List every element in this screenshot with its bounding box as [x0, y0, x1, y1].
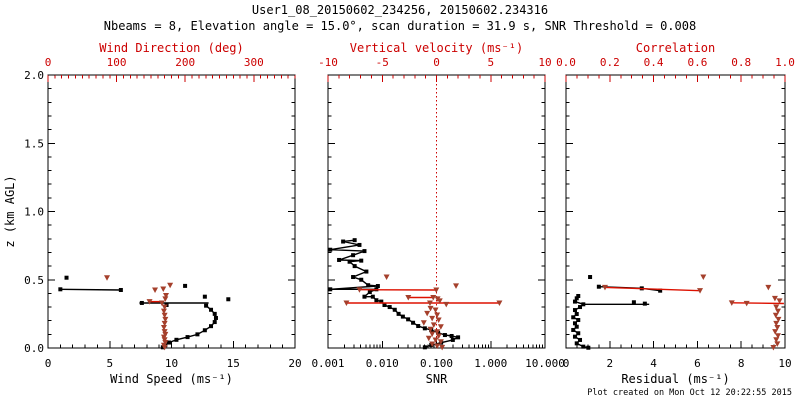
- svg-text:0: 0: [563, 357, 570, 370]
- svg-text:15: 15: [227, 357, 240, 370]
- svg-text:1.5: 1.5: [24, 137, 44, 150]
- svg-text:1.0: 1.0: [24, 206, 44, 219]
- svg-text:100: 100: [107, 56, 127, 69]
- svg-text:Correlation: Correlation: [636, 41, 715, 55]
- vertical-velocity-series: [343, 274, 503, 351]
- svg-text:Residual (ms⁻¹): Residual (ms⁻¹): [621, 372, 729, 386]
- svg-text:0: 0: [45, 56, 52, 69]
- svg-text:10.000: 10.000: [525, 357, 565, 370]
- snr-panel-axes: 0.001 0.010 0.100 1.000 10.000 SNR -10 -5 0 5 10 Ve…: [311, 41, 564, 386]
- svg-text:10: 10: [778, 357, 791, 370]
- svg-text:0: 0: [45, 357, 52, 370]
- svg-text:0.6: 0.6: [687, 56, 707, 69]
- svg-text:10: 10: [538, 56, 551, 69]
- residual-series: [571, 275, 663, 350]
- svg-text:0.010: 0.010: [366, 357, 399, 370]
- svg-text:Wind Direction (deg): Wind Direction (deg): [99, 41, 244, 55]
- svg-text:5: 5: [487, 56, 494, 69]
- wind-direction-series: [104, 275, 174, 351]
- svg-text:1.000: 1.000: [474, 357, 507, 370]
- svg-text:0.4: 0.4: [644, 56, 664, 69]
- svg-text:0.2: 0.2: [600, 56, 620, 69]
- svg-text:0.100: 0.100: [420, 357, 453, 370]
- plot-created-timestamp: Plot created on Mon Oct 12 20:22:55 2015: [587, 388, 792, 398]
- plot-title: User1_08_20150602_234256, 20150602.23431…: [251, 3, 549, 17]
- residual-panel: 0 2 4 6 8 10 Residual (ms⁻¹) 0.0 0.2 0.4 0.6 0.8 1.0…: [556, 41, 795, 386]
- residual-panel-axes: 0 2 4 6 8 10 Residual (ms⁻¹) 0.0 0.2 0.4 0.6 0.8 1.0…: [556, 41, 795, 386]
- svg-text:1.0: 1.0: [775, 56, 795, 69]
- svg-text:SNR: SNR: [426, 372, 448, 386]
- plot-subtitle: Nbeams = 8, Elevation angle = 15.0°, sca…: [103, 19, 697, 33]
- svg-text:8: 8: [738, 357, 745, 370]
- y-axis-label: z (km AGL): [3, 175, 17, 247]
- svg-text:20: 20: [288, 357, 301, 370]
- svg-text:0.8: 0.8: [731, 56, 751, 69]
- correlation-series: [601, 274, 784, 351]
- wind-speed-series: [58, 275, 231, 350]
- wind-speed-panel: 0 5 10 15 20 Wind Speed (ms⁻¹) 0 100 200 300Wind …: [24, 41, 302, 386]
- svg-text:Vertical velocity (ms⁻¹): Vertical velocity (ms⁻¹): [350, 41, 523, 55]
- svg-text:4: 4: [650, 357, 657, 370]
- svg-text:0.0: 0.0: [24, 342, 44, 355]
- svg-text:2: 2: [606, 357, 613, 370]
- svg-text:0: 0: [433, 56, 440, 69]
- snr-series: [328, 238, 461, 350]
- wind-speed-panel-axes: 0 5 10 15 20 Wind Speed (ms⁻¹) 0 100 200 300Wind …: [24, 41, 302, 386]
- svg-text:Wind Speed (ms⁻¹): Wind Speed (ms⁻¹): [110, 372, 233, 386]
- svg-text:-5: -5: [376, 56, 389, 69]
- svg-text:300: 300: [244, 56, 264, 69]
- svg-text:0.001: 0.001: [311, 357, 344, 370]
- svg-text:2.0: 2.0: [24, 69, 44, 82]
- svg-text:-10: -10: [318, 56, 338, 69]
- svg-text:5: 5: [106, 357, 113, 370]
- svg-text:0.5: 0.5: [24, 274, 44, 287]
- svg-text:10: 10: [165, 357, 178, 370]
- snr-panel: 0.001 0.010 0.100 1.000 10.000 SNR -10 -5 0 5 10 Ve…: [311, 41, 564, 386]
- svg-text:6: 6: [694, 357, 701, 370]
- svg-text:0.0: 0.0: [556, 56, 576, 69]
- svg-text:200: 200: [175, 56, 195, 69]
